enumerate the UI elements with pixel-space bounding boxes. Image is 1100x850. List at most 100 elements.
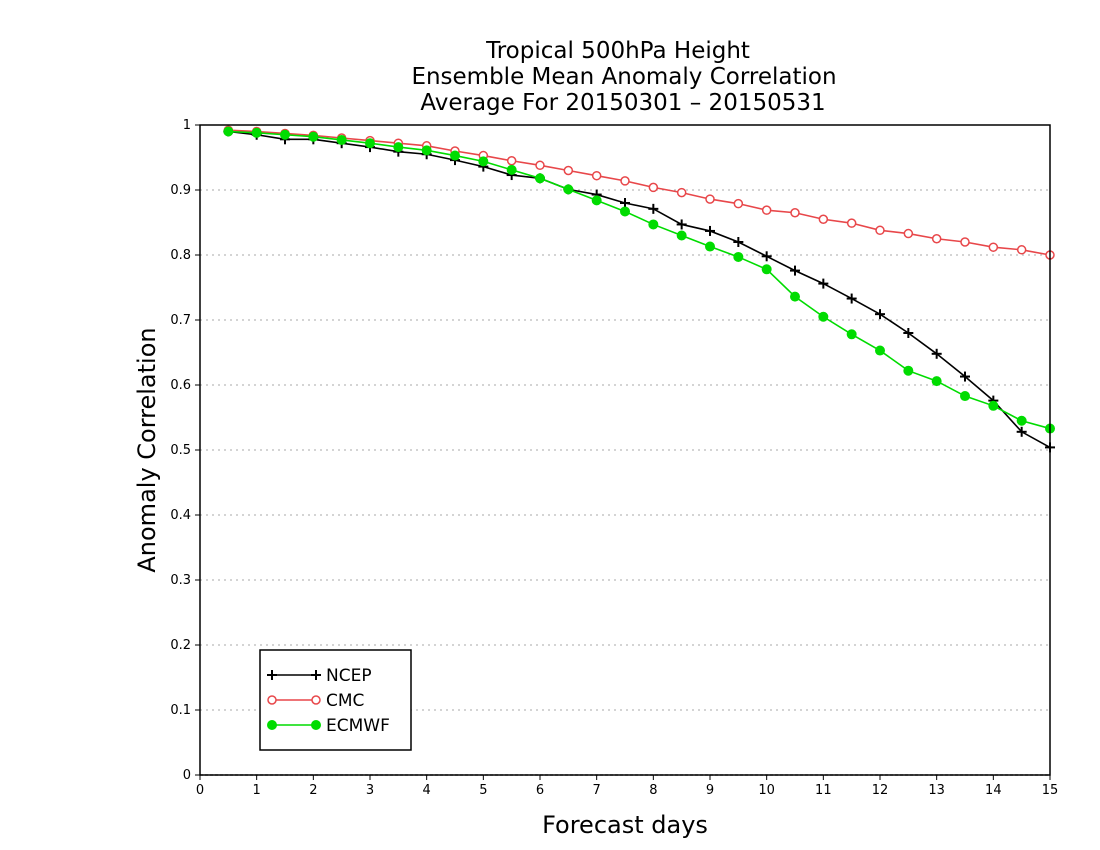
series-ecmwf: [223, 126, 1055, 434]
legend-swatch-marker: [311, 670, 321, 680]
chart-title-line-2: Ensemble Mean Anomaly Correlation: [411, 64, 836, 90]
data-point-cmc: [733, 198, 744, 209]
series-line-ecmwf: [228, 130, 1051, 430]
data-point-cmc: [790, 208, 800, 218]
x-tick-label: 11: [815, 783, 832, 798]
legend-item-ncep: NCEP: [267, 666, 372, 686]
legend-swatch-marker: [311, 720, 321, 730]
data-point-ncep: [846, 293, 857, 304]
data-point-ecmwf: [308, 131, 319, 142]
data-point-ecmwf: [365, 138, 375, 149]
data-point-cmc: [676, 187, 687, 198]
x-tick-label: 14: [985, 783, 1002, 798]
data-point-cmc: [705, 194, 715, 204]
y-tick-label: 0.1: [170, 703, 191, 718]
legend-label: NCEP: [326, 666, 372, 686]
axis-ticks: 00.10.20.30.40.50.60.70.80.910 1 2 3 4 5 6 7 8 9 1…: [170, 118, 1058, 798]
data-point-cmc: [620, 176, 630, 186]
data-point-ncep: [875, 309, 885, 320]
data-point-ncep: [903, 328, 914, 338]
data-point-ncep: [960, 371, 970, 382]
data-point-cmc: [506, 156, 517, 166]
y-axis-label: Anomaly Correlation: [133, 327, 161, 572]
y-tick-label: 0.6: [170, 378, 191, 393]
data-point-cmc: [931, 234, 942, 244]
data-point-ecmwf: [676, 230, 687, 241]
data-point-cmc: [1016, 245, 1027, 255]
data-point-ecmwf: [563, 184, 574, 195]
data-point-ecmwf: [251, 127, 262, 138]
data-point-cmc: [761, 205, 772, 215]
data-point-cmc: [846, 218, 857, 228]
data-point-ncep: [818, 278, 829, 289]
x-axis-label: Forecast days: [542, 811, 708, 839]
x-tick-label: 0: [196, 783, 204, 798]
x-tick-label: 15: [1042, 783, 1059, 798]
data-point-ecmwf: [1016, 415, 1027, 426]
data-point-cmc: [535, 160, 545, 171]
y-tick-label: 0.2: [170, 638, 191, 653]
y-tick-label: 0.9: [170, 183, 191, 198]
data-point-ecmwf: [818, 311, 829, 322]
x-tick-label: 7: [593, 783, 601, 798]
y-tick-label: 0.4: [170, 508, 191, 523]
series-ncep: [223, 126, 1055, 453]
data-point-ncep: [733, 237, 744, 247]
data-point-ecmwf: [591, 195, 602, 206]
data-point-ecmwf: [790, 291, 800, 302]
x-tick-label: 12: [872, 783, 889, 798]
legend-swatch-marker: [267, 670, 277, 680]
y-tick-label: 0.8: [170, 248, 191, 263]
x-tick-label: 5: [479, 783, 487, 798]
legend-item-ecmwf: ECMWF: [267, 716, 390, 736]
plot-frame: [199, 124, 1051, 776]
data-point-ecmwf: [988, 400, 999, 411]
data-point-ncep: [705, 225, 715, 236]
data-point-ecmwf: [761, 264, 772, 275]
data-point-cmc: [818, 214, 829, 224]
legend-swatch-marker: [267, 720, 277, 730]
y-tick-label: 0.5: [170, 443, 191, 458]
data-point-ncep: [761, 251, 772, 262]
chart-title-line-1: Tropical 500hPa Height: [485, 38, 750, 64]
data-point-ecmwf: [903, 365, 914, 376]
x-tick-label: 2: [309, 783, 317, 798]
series-cmc: [223, 125, 1055, 260]
data-point-cmc: [875, 225, 885, 236]
data-point-ecmwf: [393, 142, 404, 153]
data-point-cmc: [563, 165, 574, 176]
data-point-ecmwf: [506, 164, 517, 175]
data-point-ecmwf: [931, 376, 942, 387]
x-tick-label: 4: [423, 783, 431, 798]
data-point-cmc: [988, 242, 999, 252]
legend-swatch-marker: [267, 695, 277, 705]
x-tick-label: 3: [366, 783, 374, 798]
legend-label: CMC: [326, 691, 364, 711]
data-series: [223, 125, 1055, 453]
y-tick-label: 1: [183, 118, 191, 133]
data-point-ecmwf: [648, 219, 659, 230]
chart-title: Tropical 500hPa Height Ensemble Mean Ano…: [411, 38, 836, 116]
legend: NCEP CMC ECMWF: [259, 649, 412, 751]
legend-item-cmc: CMC: [267, 691, 364, 711]
data-point-ncep: [1016, 426, 1027, 437]
x-tick-label: 10: [758, 783, 775, 798]
data-point-ecmwf: [336, 134, 347, 145]
legend-swatch-marker: [311, 695, 321, 705]
data-point-ecmwf: [875, 345, 885, 356]
y-tick-label: 0.7: [170, 313, 191, 328]
data-point-ecmwf: [421, 145, 432, 156]
data-point-ncep: [620, 198, 630, 208]
data-point-ecmwf: [478, 156, 489, 167]
x-tick-label: 6: [536, 783, 544, 798]
data-point-ecmwf: [280, 129, 290, 140]
x-tick-label: 9: [706, 783, 714, 798]
data-point-cmc: [960, 237, 970, 247]
data-point-ncep: [790, 265, 800, 276]
chart-title-line-3: Average For 20150301 – 20150531: [420, 90, 825, 116]
data-point-ecmwf: [960, 391, 970, 402]
data-point-ecmwf: [733, 251, 744, 262]
data-point-ecmwf: [846, 329, 857, 340]
data-point-ncep: [648, 203, 659, 214]
legend-label: ECMWF: [326, 716, 390, 736]
